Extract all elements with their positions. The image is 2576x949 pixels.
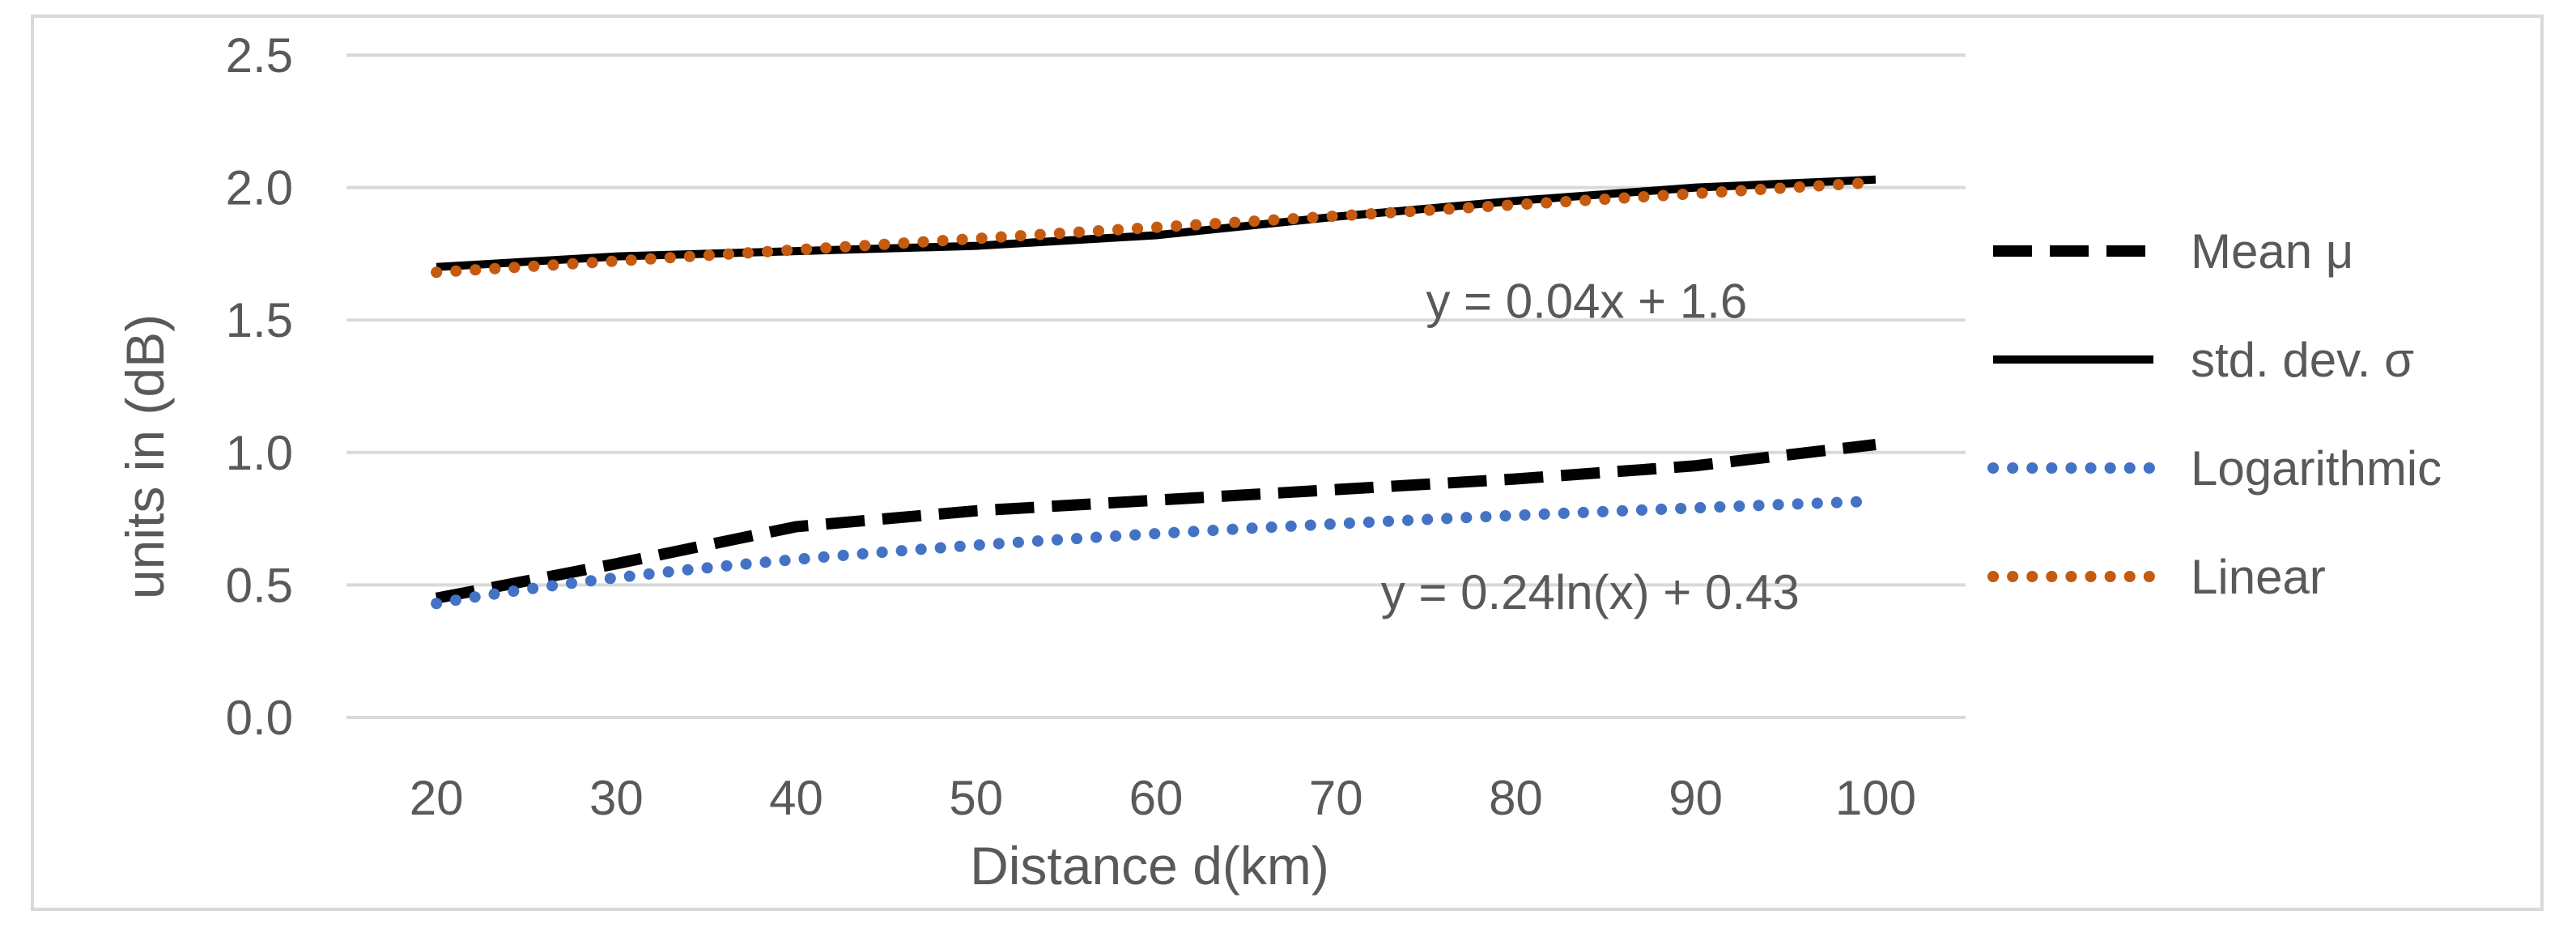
x-tick-label: 80 [1489, 771, 1543, 825]
series-line-linear [431, 177, 1881, 279]
x-tick-label: 60 [1129, 771, 1184, 825]
y-axis-tick-labels: 0.0 0.5 1.0 1.5 2.0 2.5 [226, 28, 293, 745]
y-tick-label: 2.5 [226, 28, 293, 83]
y-tick-label: 2.0 [226, 161, 293, 215]
legend: Mean μ std. dev. σ Logarithmic Linear [1987, 224, 2442, 604]
x-tick-label: 90 [1668, 771, 1723, 825]
x-tick-label: 100 [1835, 771, 1916, 825]
x-axis-title: Distance d(km) [970, 836, 1329, 896]
x-tick-label: 20 [410, 771, 464, 825]
series-line-logarithmic [431, 495, 1881, 610]
y-tick-label: 1.0 [226, 426, 293, 480]
x-tick-label: 40 [769, 771, 823, 825]
legend-label: std. dev. σ [2191, 333, 2414, 387]
y-tick-label: 0.5 [226, 558, 293, 612]
trendline-equation: y = 0.04x + 1.6 [1426, 274, 1747, 328]
trendline-equation: y = 0.24ln(x) + 0.43 [1381, 565, 1800, 619]
x-tick-label: 50 [949, 771, 1003, 825]
y-axis-title: units in (dB) [115, 314, 175, 599]
gridlines [346, 53, 1966, 719]
trendline-equations: y = 0.04x + 1.6 y = 0.24ln(x) + 0.43 [1381, 274, 1800, 619]
series-line-std-dev [436, 175, 1877, 271]
series-lines [431, 175, 1881, 610]
y-tick-label: 1.5 [226, 293, 293, 347]
x-axis-tick-labels: 20 30 40 50 60 70 80 90 100 [410, 771, 1916, 825]
series-line-mean [435, 439, 1877, 604]
chart-frame [31, 15, 2544, 911]
x-tick-label: 30 [589, 771, 644, 825]
x-tick-label: 70 [1309, 771, 1363, 825]
y-tick-label: 0.0 [226, 691, 293, 745]
legend-label: Logarithmic [2191, 441, 2442, 496]
legend-label: Mean μ [2191, 224, 2353, 279]
legend-label: Linear [2191, 550, 2326, 604]
